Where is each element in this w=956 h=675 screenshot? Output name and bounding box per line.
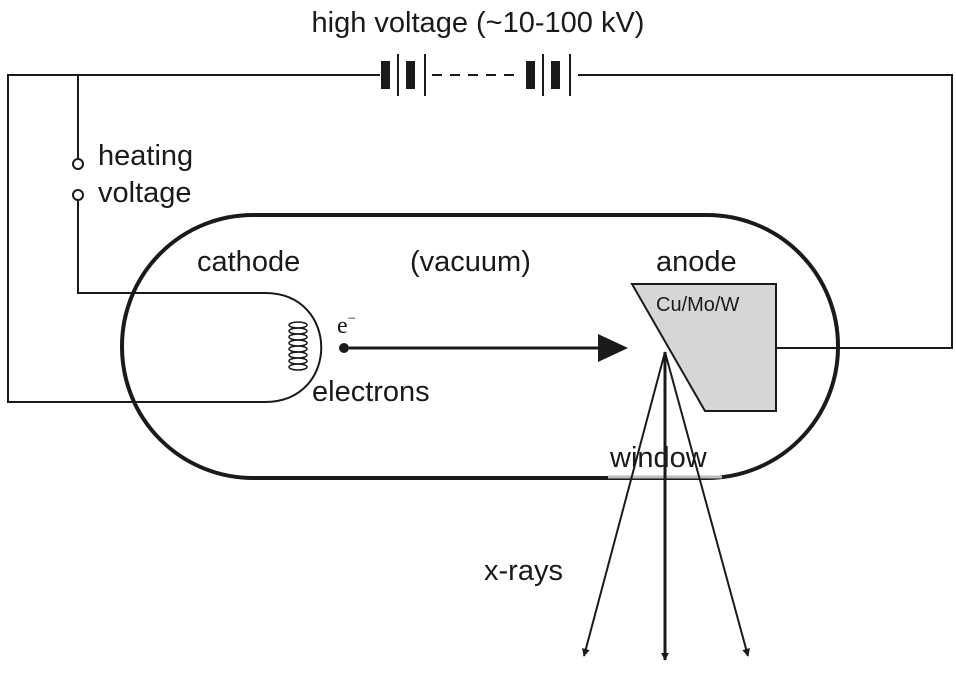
electrons-label: electrons (312, 376, 430, 408)
anode-target (630, 283, 777, 412)
heating-label: heating (98, 140, 193, 172)
high-voltage-circuit (7, 74, 953, 403)
xray-arrows (581, 351, 750, 661)
xrays-label: x-rays (484, 555, 563, 587)
voltage-label: voltage (98, 177, 192, 209)
anode-material-label: Cu/Mo/W (656, 294, 739, 316)
vacuum-tube (120, 213, 840, 480)
xray-arrow-right (664, 351, 750, 657)
heating-circuit (72, 75, 265, 294)
anode-label: anode (656, 246, 737, 278)
electron-dot (339, 343, 349, 353)
electron-symbol: e− (337, 311, 356, 339)
electron-beam-arrow (349, 334, 628, 362)
battery-icon (381, 54, 571, 96)
xray-arrow-left (581, 351, 666, 657)
vacuum-label: (vacuum) (410, 246, 531, 278)
high-voltage-label: high voltage (~10-100 kV) (312, 7, 645, 39)
cathode-label: cathode (197, 246, 300, 278)
cathode-housing (264, 292, 323, 403)
filament-coil-icon (288, 321, 308, 371)
